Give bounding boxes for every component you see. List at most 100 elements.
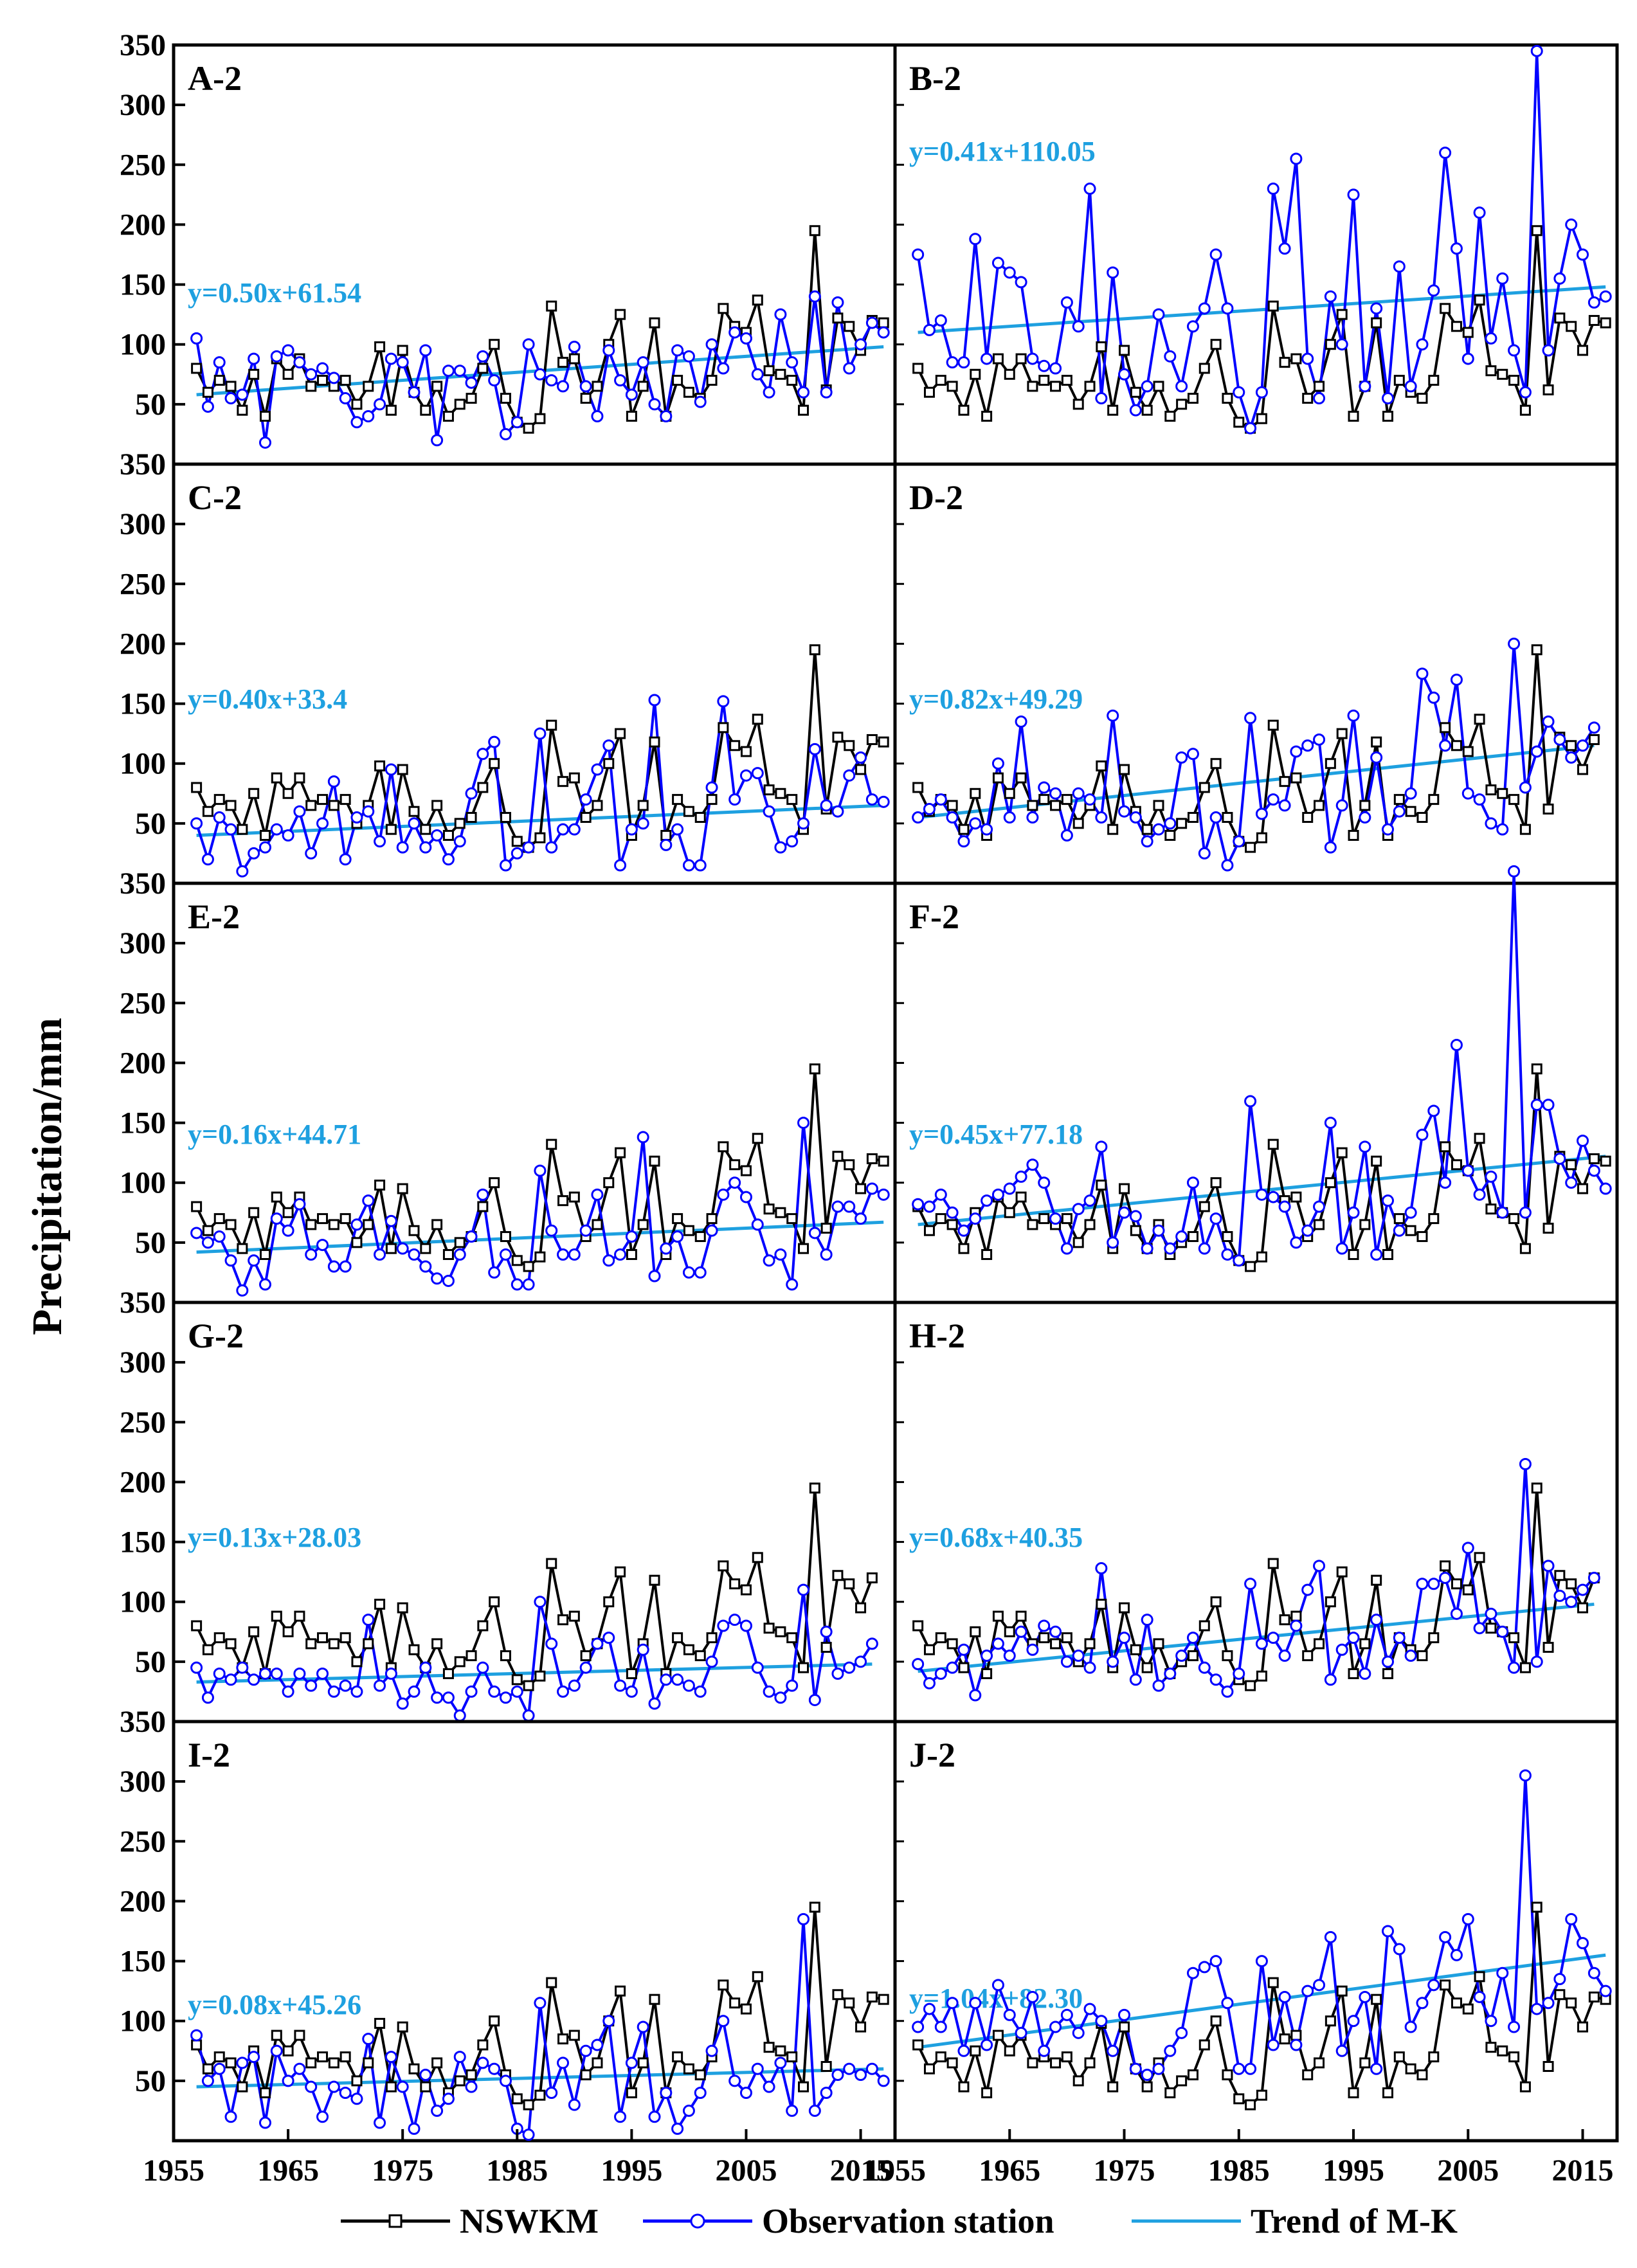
nswkm-point <box>1371 317 1382 328</box>
x-tick-label: 1955 <box>143 2154 204 2188</box>
observation-point <box>660 838 673 851</box>
observation-point <box>877 1188 890 1201</box>
observation-point <box>1335 1242 1348 1255</box>
observation-point <box>465 2080 478 2093</box>
nswkm-point <box>923 2063 935 2074</box>
observation-point <box>1015 1170 1027 1183</box>
observation-point <box>545 374 558 387</box>
nswkm-point <box>1531 1902 1542 1913</box>
nswkm-point <box>339 1632 351 1644</box>
observation-point <box>1587 296 1600 309</box>
nswkm-point <box>1141 824 1153 835</box>
observation-point <box>305 368 318 381</box>
observation-point <box>1072 1650 1085 1662</box>
observation-point <box>1107 1236 1119 1249</box>
observation-point <box>1439 1571 1452 1584</box>
nswkm-point <box>1233 417 1245 428</box>
observation-point <box>717 1188 730 1201</box>
nswkm-point <box>328 1638 339 1650</box>
nswkm-series-line <box>916 230 1606 430</box>
observation-point <box>557 1248 570 1261</box>
observation-series-line <box>917 644 1595 870</box>
observation-point <box>1427 1979 1440 1992</box>
nswkm-point <box>1314 381 1325 392</box>
nswkm-point <box>1050 2057 1062 2069</box>
y-tick-label: 250 <box>120 1405 166 1439</box>
observation-point <box>1095 1562 1108 1575</box>
nswkm-point <box>511 1255 523 1266</box>
nswkm-point <box>1302 1650 1314 1662</box>
observation-point <box>1404 1206 1417 1219</box>
panel-i-2: I-2 y=0.08x+45.26 <box>172 1720 897 2143</box>
nswkm-point <box>1554 1989 1566 2001</box>
observation-point <box>1359 1990 1371 2003</box>
observation-point <box>488 1266 501 1279</box>
nswkm-point <box>1267 1558 1279 1569</box>
nswkm-point <box>1290 772 1302 784</box>
nswkm-point <box>1588 1991 1600 2003</box>
nswkm-point <box>935 1213 946 1225</box>
observation-point <box>969 1212 982 1225</box>
trend-line <box>918 1602 1595 1673</box>
observation-point <box>431 1691 444 1704</box>
nswkm-point <box>294 772 305 784</box>
observation-point <box>1335 2044 1348 2057</box>
nswkm-point <box>534 1670 546 1682</box>
observation-point <box>316 1239 329 1252</box>
nswkm-point <box>385 1243 397 1254</box>
observation-point <box>1359 380 1371 393</box>
nswkm-point <box>878 1994 889 2005</box>
observation-point <box>258 436 271 449</box>
nswkm-point <box>1015 1610 1027 1622</box>
observation-point <box>648 1697 661 1710</box>
observation-point <box>1381 1925 1394 1938</box>
nswkm-point <box>718 1560 729 1572</box>
observation-point <box>602 344 615 357</box>
nswkm-point <box>1531 225 1542 237</box>
nswkm-point <box>351 399 363 410</box>
observation-point <box>1587 721 1600 734</box>
observation-point <box>327 1260 340 1273</box>
nswkm-point <box>855 2021 867 2033</box>
observation-point <box>511 416 523 429</box>
observation-point <box>1003 1182 1016 1195</box>
observation-point <box>1072 320 1085 333</box>
observation-point <box>820 1625 833 1638</box>
y-tick-label: 250 <box>120 148 166 182</box>
nswkm-point <box>466 812 477 824</box>
observation-point <box>1553 1589 1566 1602</box>
observation-point <box>1244 2062 1257 2075</box>
nswkm-point <box>568 353 580 364</box>
observation-point <box>1152 2062 1165 2075</box>
x-tick-label: 2015 <box>830 2154 892 2188</box>
observation-point <box>946 1997 959 2010</box>
observation-point <box>568 2098 581 2111</box>
observation-point <box>1072 1203 1085 1216</box>
nswkm-point <box>477 1201 489 1212</box>
nswkm-point <box>1233 2093 1245 2105</box>
observation-point <box>934 2021 947 2033</box>
observation-point <box>602 1632 615 1644</box>
observation-point <box>1290 2039 1303 2051</box>
nswkm-point <box>1577 1183 1589 1194</box>
observation-point <box>1152 1679 1165 1692</box>
nswkm-point <box>1267 300 1279 312</box>
nswkm-point <box>1084 381 1096 392</box>
nswkm-point <box>213 375 225 386</box>
observation-point <box>1152 1224 1165 1237</box>
nswkm-point <box>1428 2051 1440 2063</box>
nswkm-point <box>1164 410 1176 422</box>
observation-point <box>270 350 283 363</box>
nswkm-point <box>1027 381 1038 392</box>
nswkm-point <box>1336 728 1348 739</box>
observation-point <box>305 847 318 860</box>
nswkm-point <box>1107 824 1119 835</box>
nswkm-point <box>832 1570 844 1581</box>
y-tick-label: 50 <box>135 807 166 841</box>
nswkm-point <box>1198 363 1210 374</box>
observation-point <box>1175 1650 1188 1662</box>
observation-point <box>1198 1661 1211 1674</box>
observation-point <box>625 1230 638 1243</box>
nswkm-point <box>1531 644 1542 656</box>
nswkm-point <box>374 341 386 352</box>
